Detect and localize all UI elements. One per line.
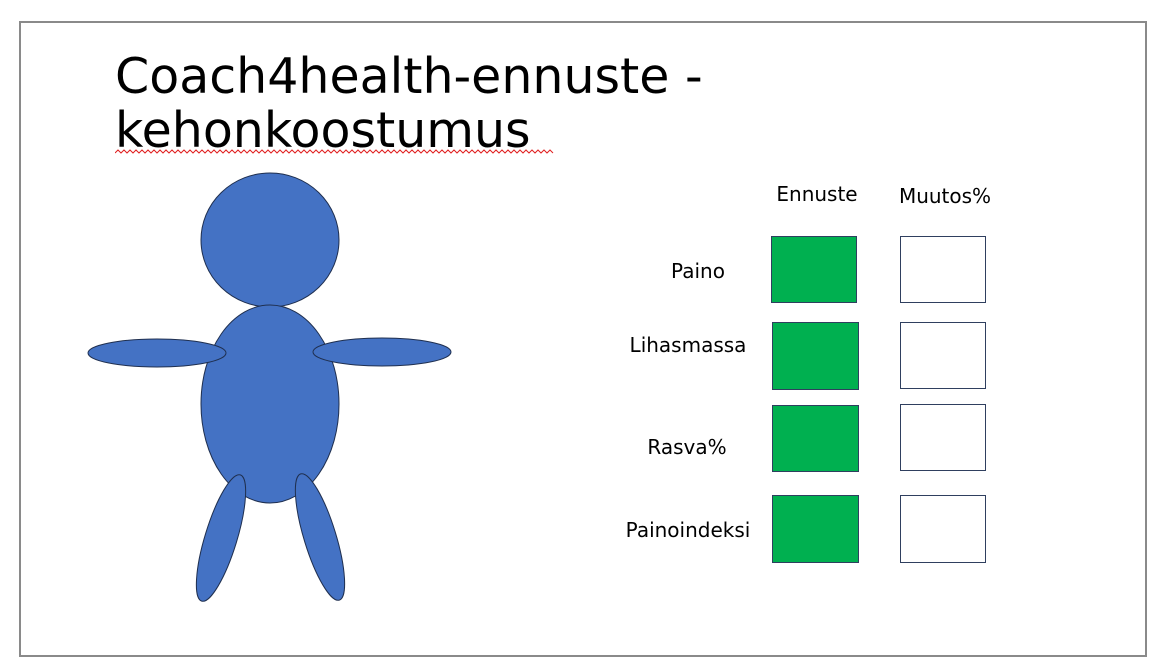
figure-right-arm <box>312 337 452 367</box>
slide-title-line-2: kehonkoostumus <box>115 102 531 159</box>
spellcheck-underline <box>115 149 554 154</box>
row-label-paino: Paino <box>671 259 725 283</box>
muutos-box-painoindeksi <box>900 495 986 563</box>
person-figure-icon <box>87 172 452 602</box>
figure-left-leg <box>195 474 247 602</box>
ennuste-box-paino <box>771 236 857 303</box>
column-header-muutos: Muutos% <box>898 184 992 208</box>
ennuste-box-rasva <box>772 405 859 472</box>
column-header-ennuste: Ennuste <box>776 182 858 206</box>
ennuste-box-lihasmassa <box>772 322 859 390</box>
row-label-painoindeksi: Painoindeksi <box>625 518 751 542</box>
figure-right-leg <box>294 473 346 601</box>
muutos-box-paino <box>900 236 986 303</box>
muutos-box-lihasmassa <box>900 322 986 389</box>
row-label-rasva: Rasva% <box>647 435 727 459</box>
figure-head <box>200 172 340 308</box>
row-label-lihasmassa: Lihasmassa <box>629 333 747 357</box>
figure-body <box>200 304 340 504</box>
muutos-box-rasva <box>900 404 986 471</box>
spellcheck-wave <box>115 149 554 154</box>
slide-title-line-1: Coach4health-ennuste - <box>115 48 703 105</box>
figure-left-arm <box>87 338 227 368</box>
ennuste-box-painoindeksi <box>772 495 859 563</box>
